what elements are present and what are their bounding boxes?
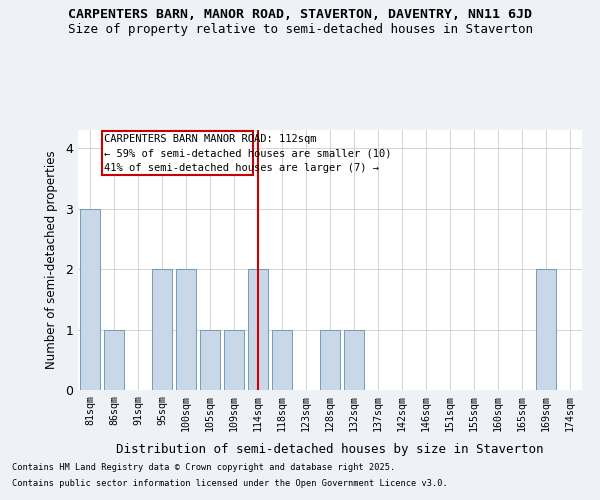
Bar — [104, 330, 124, 390]
Bar — [344, 330, 364, 390]
Text: Contains public sector information licensed under the Open Government Licence v3: Contains public sector information licen… — [12, 478, 448, 488]
Y-axis label: Number of semi-detached properties: Number of semi-detached properties — [45, 150, 58, 370]
Bar — [320, 330, 340, 390]
Bar — [224, 330, 244, 390]
Bar — [536, 269, 556, 390]
Text: ← 59% of semi-detached houses are smaller (10): ← 59% of semi-detached houses are smalle… — [104, 148, 392, 158]
Text: Size of property relative to semi-detached houses in Staverton: Size of property relative to semi-detach… — [67, 22, 533, 36]
Bar — [152, 269, 172, 390]
Text: Contains HM Land Registry data © Crown copyright and database right 2025.: Contains HM Land Registry data © Crown c… — [12, 464, 395, 472]
Bar — [272, 330, 292, 390]
Bar — [176, 269, 196, 390]
Text: CARPENTERS BARN, MANOR ROAD, STAVERTON, DAVENTRY, NN11 6JD: CARPENTERS BARN, MANOR ROAD, STAVERTON, … — [68, 8, 532, 20]
Text: Distribution of semi-detached houses by size in Staverton: Distribution of semi-detached houses by … — [116, 442, 544, 456]
Bar — [200, 330, 220, 390]
Bar — [80, 208, 100, 390]
Text: CARPENTERS BARN MANOR ROAD: 112sqm: CARPENTERS BARN MANOR ROAD: 112sqm — [104, 134, 317, 144]
FancyBboxPatch shape — [102, 131, 253, 176]
Bar — [248, 269, 268, 390]
Text: 41% of semi-detached houses are larger (7) →: 41% of semi-detached houses are larger (… — [104, 162, 379, 172]
